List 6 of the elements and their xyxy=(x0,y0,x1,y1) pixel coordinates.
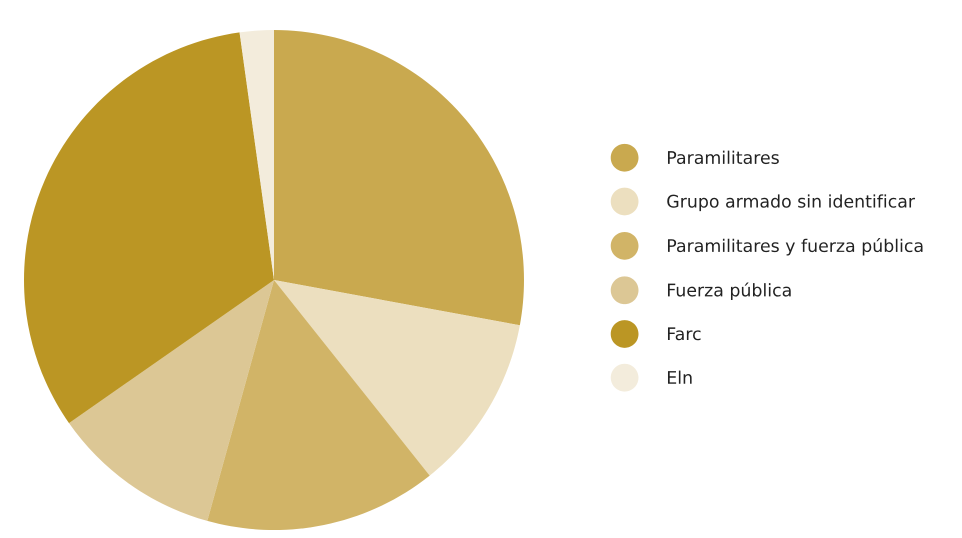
legend-label: Grupo armado sin identificar xyxy=(667,194,916,212)
legend-label: Eln xyxy=(668,370,692,384)
legend-label: Paramilitares xyxy=(668,150,779,164)
legend-label: Fuerza pública xyxy=(668,282,791,300)
legend-label: Farc xyxy=(668,327,701,340)
legend-label: Paramilitares y fuerza pública xyxy=(668,238,922,256)
